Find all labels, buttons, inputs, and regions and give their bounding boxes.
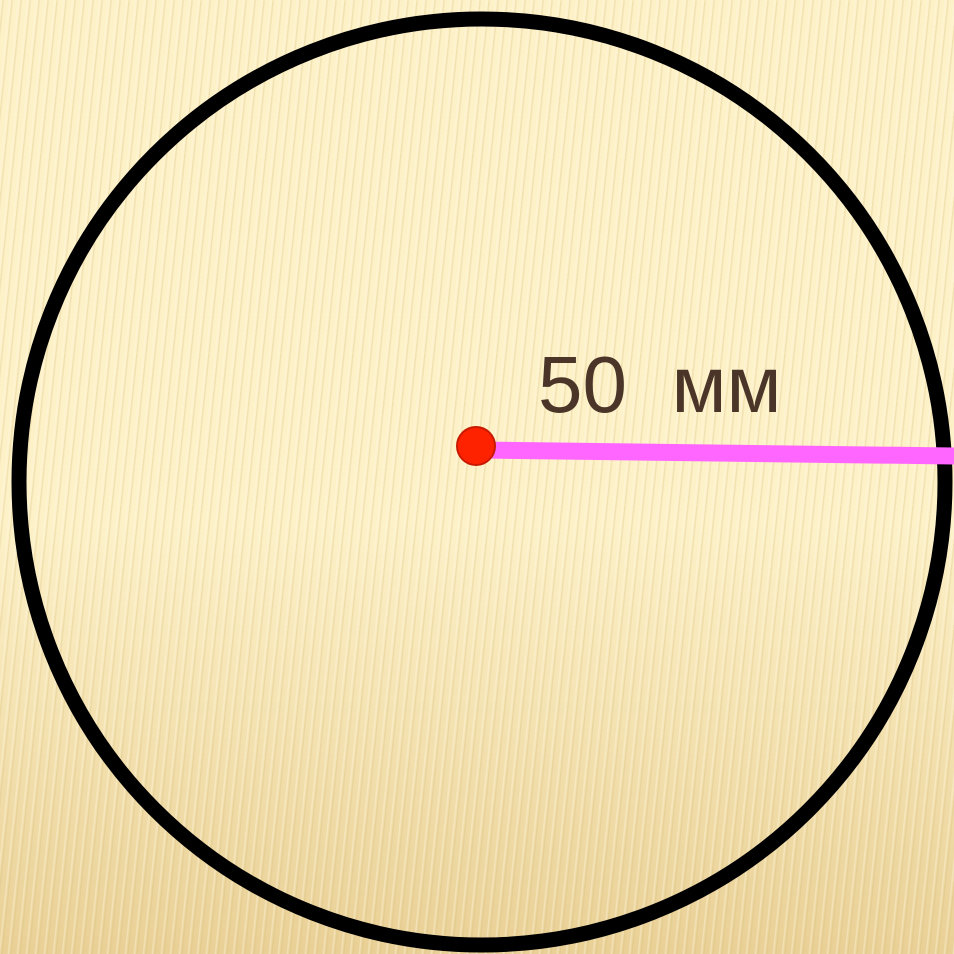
- radius-label: 50 мм: [538, 340, 781, 429]
- center-point: [456, 426, 496, 466]
- circle-outline: [11, 11, 953, 953]
- radius-line: [477, 441, 954, 465]
